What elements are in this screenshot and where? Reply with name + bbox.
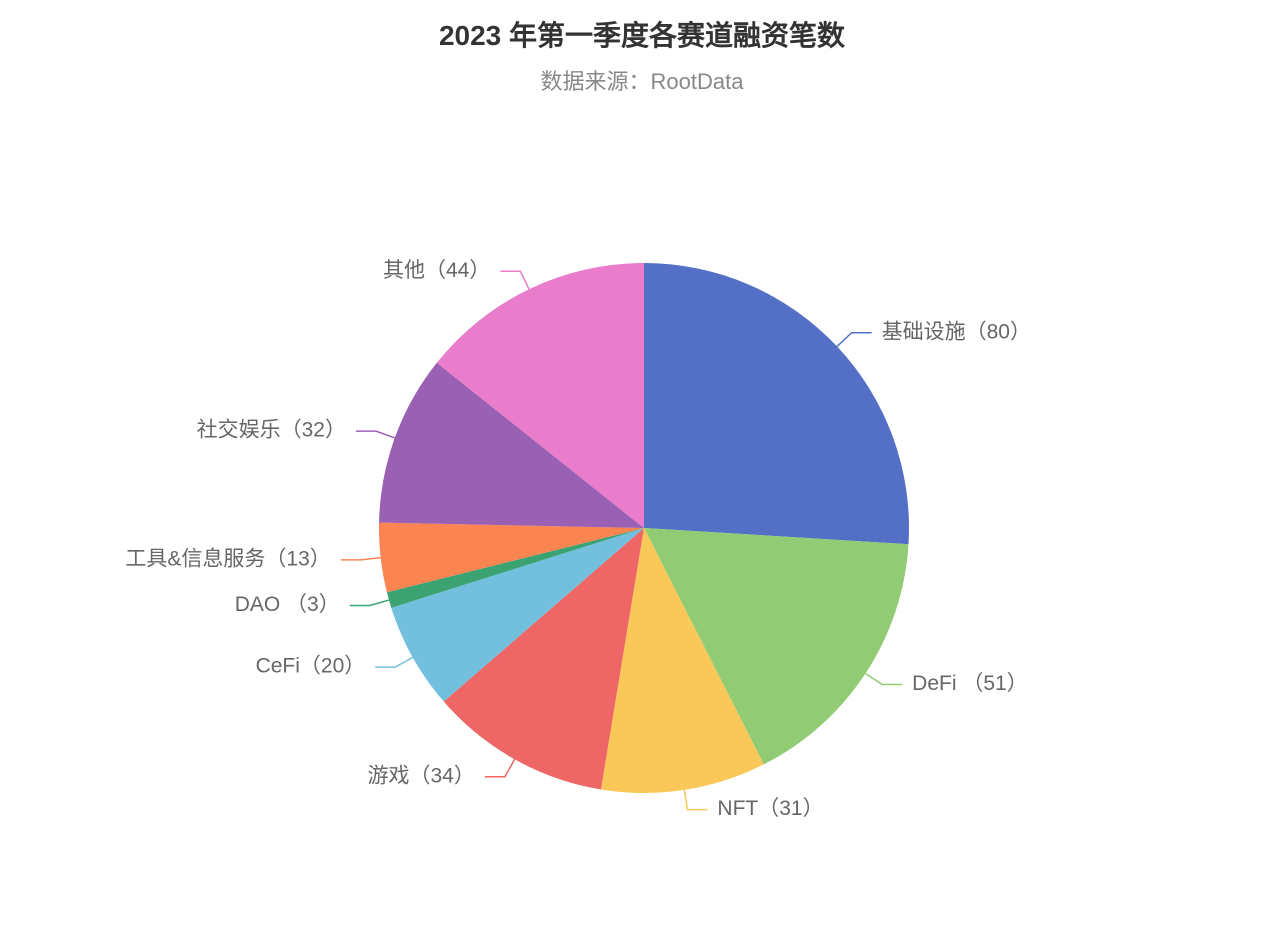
slice-label: CeFi（20） (256, 655, 366, 678)
slice-label: 社交娱乐（32） (197, 419, 346, 442)
slice-label: NFT（31） (717, 797, 823, 820)
slice-label: DeFi （51） (912, 672, 1028, 695)
leader-line (375, 657, 412, 667)
leader-line (865, 674, 902, 685)
chart-container: { "title": "2023 年第一季度各赛道融资笔数", "subtitl… (0, 0, 1284, 944)
slice-label: 工具&信息服务（13） (125, 547, 330, 570)
leader-line (350, 600, 389, 605)
slice-label: 游戏（34） (368, 764, 475, 787)
pie-chart: 基础设施（80） DeFi （51） NFT（31） 游戏（34） CeFi（20） DA… (0, 0, 1284, 944)
slice-label: 基础设施（80） (882, 320, 1031, 343)
leader-line (684, 790, 707, 810)
pie-slice (644, 263, 909, 544)
leader-line (837, 333, 872, 347)
leader-line (500, 271, 529, 289)
leader-line (485, 759, 515, 776)
leader-line (341, 558, 381, 560)
leader-line (356, 431, 395, 438)
slice-label: DAO （3） (235, 593, 340, 616)
slice-label: 其他（44） (383, 259, 490, 282)
